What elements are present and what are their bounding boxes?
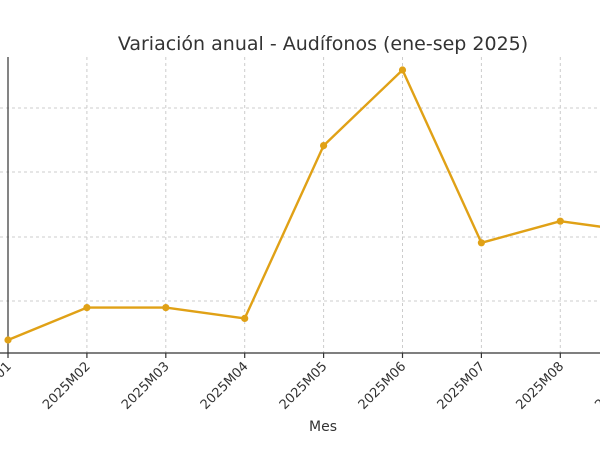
x-tick-label: 2025M05: [277, 359, 331, 413]
x-tick-label: 2025M07: [435, 359, 489, 413]
data-point: [320, 142, 328, 150]
x-tick-label: 2025M02: [40, 359, 94, 413]
x-tick-label: 2025M09: [592, 359, 600, 413]
data-point: [162, 304, 170, 312]
x-tick-label: 2025M04: [198, 359, 252, 413]
data-point: [241, 314, 249, 322]
series-line: [7, 68, 600, 342]
data-point: [556, 217, 564, 225]
data-points: [4, 66, 564, 344]
x-tick-label: 2025M01: [0, 359, 15, 413]
data-point: [398, 66, 407, 74]
x-ticks: 2025M01 2025M02 2025M03 2025M04 2025M05 2025M…: [0, 353, 600, 413]
data-point: [477, 239, 485, 247]
data-point: [83, 304, 91, 312]
chart-title: Variación anual - Audífonos (ene-sep 202…: [118, 33, 528, 55]
x-tick-label: 2025M03: [119, 359, 173, 413]
data-point: [4, 336, 12, 344]
x-tick-label: 2025M08: [513, 359, 567, 413]
x-tick-label: 2025M06: [356, 359, 410, 413]
x-axis-label: Mes: [309, 419, 337, 435]
